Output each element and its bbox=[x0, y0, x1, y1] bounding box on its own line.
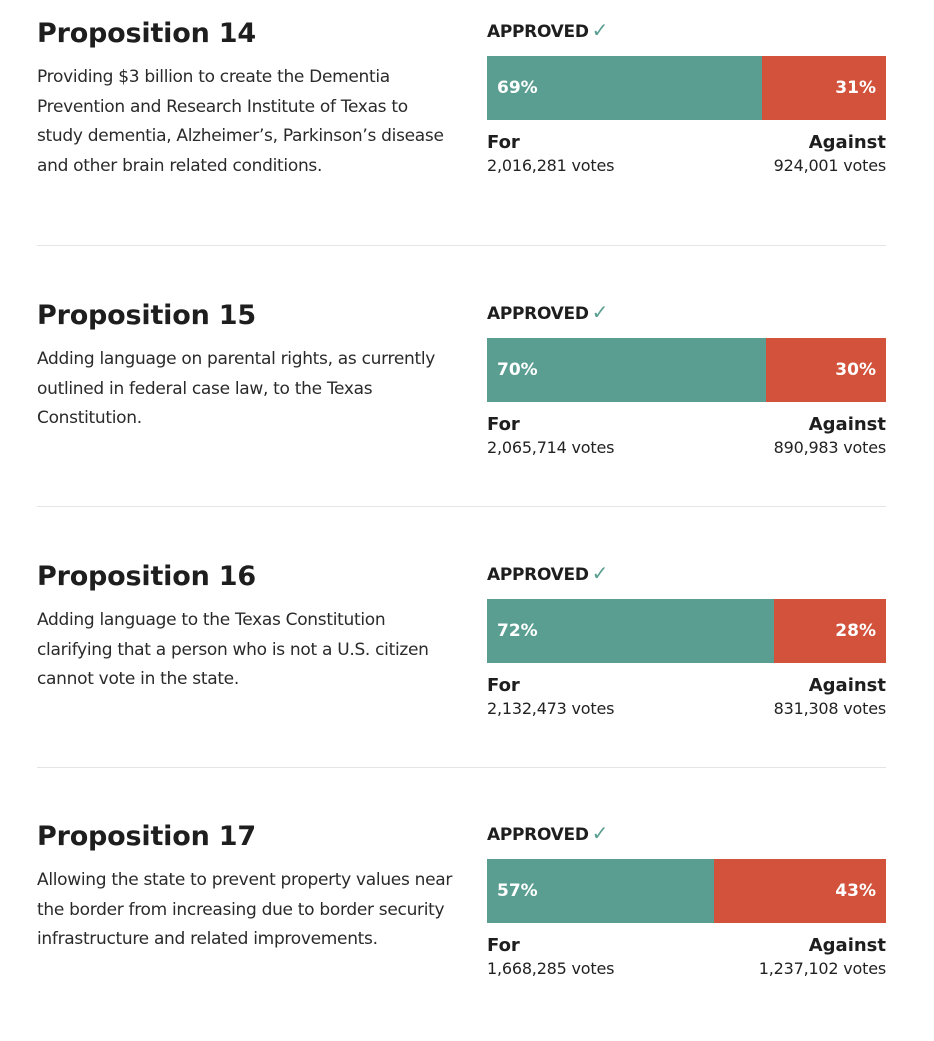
proposition-title: Proposition 14 bbox=[37, 18, 256, 49]
proposition-description: Providing $3 billion to create the Demen… bbox=[37, 67, 444, 176]
for-percent-label: 57% bbox=[497, 881, 538, 901]
proposition-card: Proposition 16 Adding language to the Te… bbox=[37, 561, 886, 781]
for-percent-label: 69% bbox=[497, 78, 538, 98]
result-panel: APPROVED ✓ 69% 31% For 2,016,281 votes Ag… bbox=[487, 18, 886, 177]
status-badge: APPROVED ✓ bbox=[487, 300, 886, 324]
against-percent-label: 28% bbox=[835, 621, 876, 641]
bar-segment-against: 31% bbox=[762, 56, 886, 120]
status-label: APPROVED bbox=[487, 304, 589, 324]
vote-labels: For 2,016,281 votes Against 924,001 vote… bbox=[487, 131, 886, 177]
for-label: For bbox=[487, 675, 520, 696]
against-column: Against 924,001 votes bbox=[773, 131, 887, 177]
against-votes: 1,237,102 votes bbox=[758, 959, 886, 978]
for-percent-label: 70% bbox=[497, 360, 538, 380]
status-badge: APPROVED ✓ bbox=[487, 821, 886, 845]
result-panel: APPROVED ✓ 70% 30% For 2,065,714 votes Ag… bbox=[487, 300, 886, 459]
result-bar: 57% 43% bbox=[487, 859, 886, 923]
against-percent-label: 43% bbox=[835, 881, 876, 901]
against-votes: 890,983 votes bbox=[773, 438, 887, 457]
divider bbox=[37, 245, 886, 246]
for-votes: 2,132,473 votes bbox=[487, 699, 615, 718]
proposition-card: Proposition 14 Providing $3 billion to c… bbox=[37, 18, 886, 238]
against-votes: 831,308 votes bbox=[773, 699, 887, 718]
proposition-title: Proposition 17 bbox=[37, 821, 256, 852]
proposition-description: Adding language on parental rights, as c… bbox=[37, 349, 435, 428]
status-label: APPROVED bbox=[487, 565, 589, 585]
bar-segment-for: 70% bbox=[487, 338, 767, 402]
bar-segment-against: 28% bbox=[774, 599, 886, 663]
for-votes: 2,016,281 votes bbox=[487, 156, 615, 175]
against-label: Against bbox=[808, 935, 886, 956]
for-column: For 2,132,473 votes bbox=[487, 674, 614, 720]
divider bbox=[37, 506, 886, 507]
proposition-title: Proposition 15 bbox=[37, 300, 256, 331]
proposition-description: Allowing the state to prevent property v… bbox=[37, 870, 453, 949]
for-label: For bbox=[487, 132, 520, 153]
for-column: For 2,065,714 votes bbox=[487, 413, 614, 459]
result-panel: APPROVED ✓ 57% 43% For 1,668,285 votes Ag… bbox=[487, 821, 886, 980]
against-column: Against 890,983 votes bbox=[773, 413, 887, 459]
bar-segment-against: 30% bbox=[766, 338, 886, 402]
status-badge: APPROVED ✓ bbox=[487, 18, 886, 42]
for-label: For bbox=[487, 414, 520, 435]
status-badge: APPROVED ✓ bbox=[487, 561, 886, 585]
divider bbox=[37, 767, 886, 768]
for-votes: 2,065,714 votes bbox=[487, 438, 615, 457]
checkmark-icon: ✓ bbox=[591, 300, 609, 324]
proposition-info: Proposition 14 Providing $3 billion to c… bbox=[37, 18, 457, 181]
against-votes: 924,001 votes bbox=[773, 156, 887, 175]
bar-segment-for: 69% bbox=[487, 56, 763, 120]
against-label: Against bbox=[808, 132, 886, 153]
result-bar: 70% 30% bbox=[487, 338, 886, 402]
vote-labels: For 2,132,473 votes Against 831,308 vote… bbox=[487, 674, 886, 720]
result-bar: 72% 28% bbox=[487, 599, 886, 663]
proposition-card: Proposition 17 Allowing the state to pre… bbox=[37, 821, 886, 1041]
for-percent-label: 72% bbox=[497, 621, 538, 641]
against-column: Against 831,308 votes bbox=[773, 674, 887, 720]
against-percent-label: 30% bbox=[835, 360, 876, 380]
result-panel: APPROVED ✓ 72% 28% For 2,132,473 votes Ag… bbox=[487, 561, 886, 720]
proposition-info: Proposition 17 Allowing the state to pre… bbox=[37, 821, 457, 955]
checkmark-icon: ✓ bbox=[591, 561, 609, 585]
against-label: Against bbox=[808, 414, 886, 435]
bar-segment-for: 57% bbox=[487, 859, 715, 923]
against-label: Against bbox=[808, 675, 886, 696]
proposition-description: Adding language to the Texas Constitutio… bbox=[37, 610, 429, 689]
proposition-card: Proposition 15 Adding language on parent… bbox=[37, 300, 886, 520]
for-column: For 2,016,281 votes bbox=[487, 131, 614, 177]
checkmark-icon: ✓ bbox=[591, 18, 609, 42]
status-label: APPROVED bbox=[487, 825, 589, 845]
for-votes: 1,668,285 votes bbox=[487, 959, 615, 978]
bar-segment-against: 43% bbox=[714, 859, 886, 923]
for-column: For 1,668,285 votes bbox=[487, 934, 614, 980]
for-label: For bbox=[487, 935, 520, 956]
proposition-info: Proposition 15 Adding language on parent… bbox=[37, 300, 457, 434]
proposition-info: Proposition 16 Adding language to the Te… bbox=[37, 561, 457, 695]
against-column: Against 1,237,102 votes bbox=[759, 934, 886, 980]
checkmark-icon: ✓ bbox=[591, 821, 609, 845]
vote-labels: For 1,668,285 votes Against 1,237,102 vo… bbox=[487, 934, 886, 980]
result-bar: 69% 31% bbox=[487, 56, 886, 120]
proposition-title: Proposition 16 bbox=[37, 561, 256, 592]
vote-labels: For 2,065,714 votes Against 890,983 vote… bbox=[487, 413, 886, 459]
status-label: APPROVED bbox=[487, 22, 589, 42]
against-percent-label: 31% bbox=[835, 78, 876, 98]
bar-segment-for: 72% bbox=[487, 599, 775, 663]
